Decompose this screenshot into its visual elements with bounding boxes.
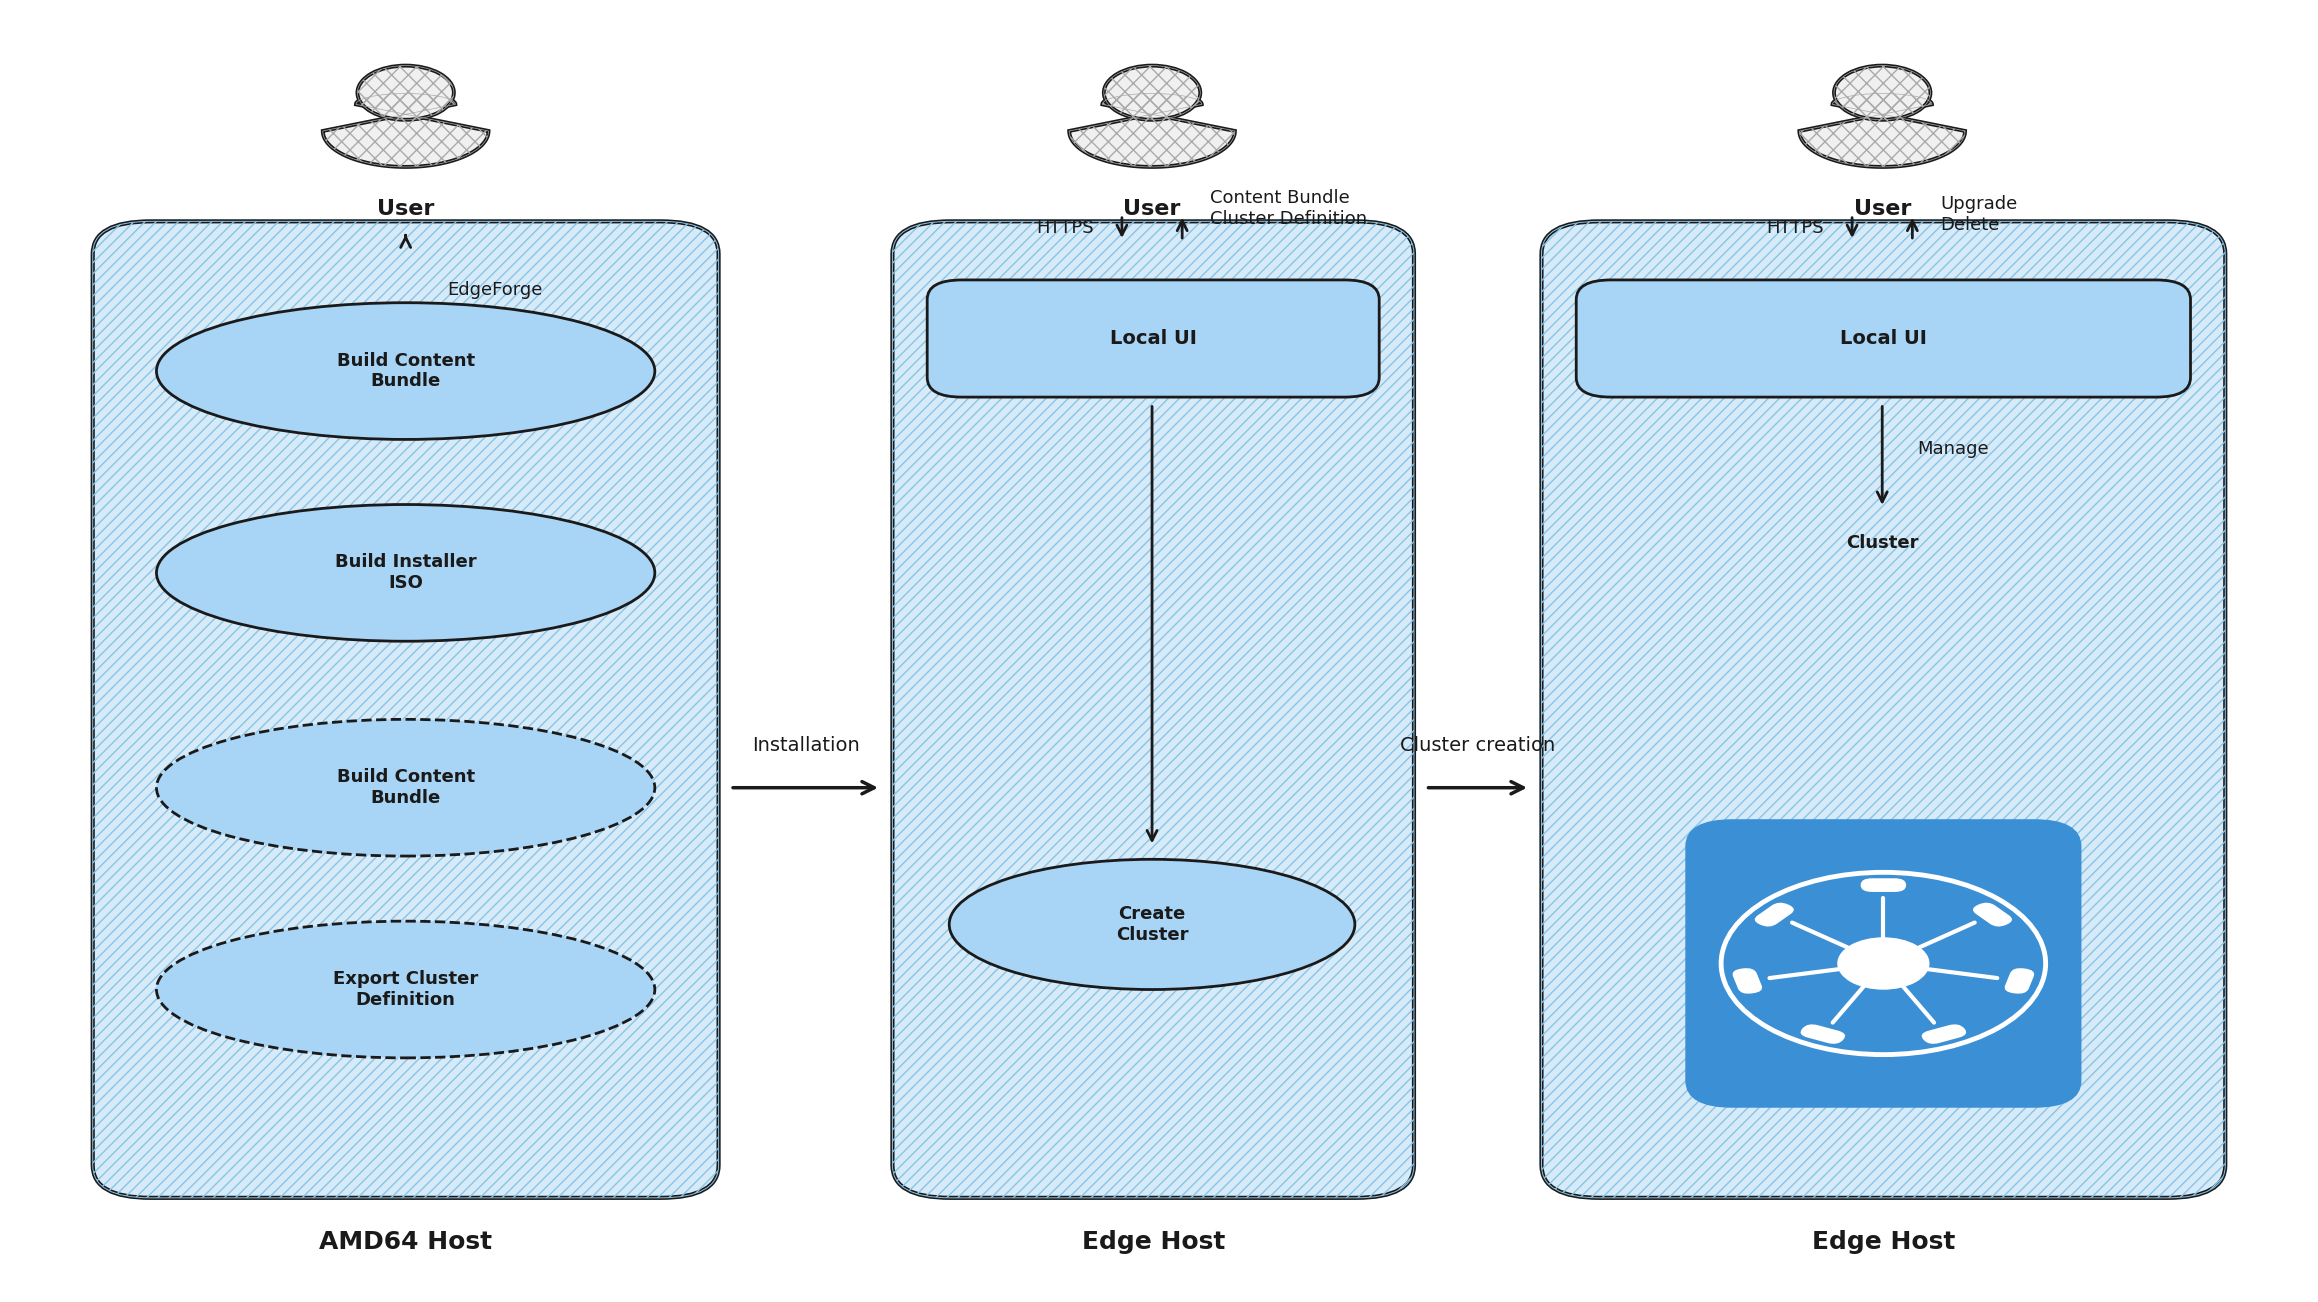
Text: Create
Cluster: Create Cluster — [1115, 905, 1189, 944]
FancyBboxPatch shape — [1973, 902, 2012, 927]
FancyBboxPatch shape — [1541, 221, 2225, 1198]
FancyBboxPatch shape — [1732, 969, 1762, 993]
Text: User: User — [378, 199, 433, 219]
Circle shape — [1838, 937, 1929, 990]
FancyBboxPatch shape — [1576, 280, 2191, 397]
Circle shape — [1834, 65, 1931, 120]
Circle shape — [1697, 859, 2070, 1068]
Ellipse shape — [155, 922, 656, 1059]
Text: EdgeForge: EdgeForge — [447, 281, 542, 299]
Text: Export Cluster
Definition: Export Cluster Definition — [334, 970, 478, 1009]
Text: Edge Host: Edge Host — [1083, 1230, 1224, 1254]
Polygon shape — [322, 94, 489, 167]
FancyBboxPatch shape — [2005, 969, 2035, 993]
Text: Local UI: Local UI — [1110, 329, 1196, 348]
Ellipse shape — [950, 859, 1354, 990]
Text: AMD64 Host: AMD64 Host — [320, 1230, 491, 1254]
Text: User: User — [1854, 199, 1910, 219]
Text: Cluster: Cluster — [1845, 534, 1919, 552]
Polygon shape — [1799, 94, 1966, 167]
FancyBboxPatch shape — [927, 280, 1379, 397]
FancyBboxPatch shape — [892, 221, 1414, 1198]
Text: Cluster creation: Cluster creation — [1400, 736, 1555, 755]
Text: Installation: Installation — [751, 736, 860, 755]
Ellipse shape — [155, 720, 656, 857]
FancyBboxPatch shape — [93, 221, 719, 1198]
Text: Upgrade
Delete: Upgrade Delete — [1940, 195, 2017, 234]
FancyBboxPatch shape — [1688, 820, 2082, 1107]
FancyBboxPatch shape — [1861, 879, 1905, 892]
Text: Build Installer
ISO: Build Installer ISO — [334, 553, 478, 592]
Text: User: User — [1124, 199, 1180, 219]
FancyBboxPatch shape — [1755, 902, 1794, 927]
Text: Build Content
Bundle: Build Content Bundle — [336, 768, 475, 807]
Text: HTTPS: HTTPS — [1766, 219, 1824, 237]
Polygon shape — [1069, 94, 1235, 167]
Circle shape — [357, 65, 454, 120]
Text: Content Bundle
Cluster Definition: Content Bundle Cluster Definition — [1210, 189, 1368, 228]
Text: Manage: Manage — [1917, 440, 1989, 458]
FancyBboxPatch shape — [1801, 1025, 1845, 1044]
FancyBboxPatch shape — [1922, 1025, 1966, 1044]
Ellipse shape — [155, 303, 656, 440]
Circle shape — [1103, 65, 1201, 120]
Text: Edge Host: Edge Host — [1813, 1230, 1954, 1254]
Text: Local UI: Local UI — [1840, 329, 1926, 348]
Text: Build Content
Bundle: Build Content Bundle — [336, 352, 475, 391]
Ellipse shape — [155, 505, 656, 642]
Text: HTTPS: HTTPS — [1036, 219, 1094, 237]
